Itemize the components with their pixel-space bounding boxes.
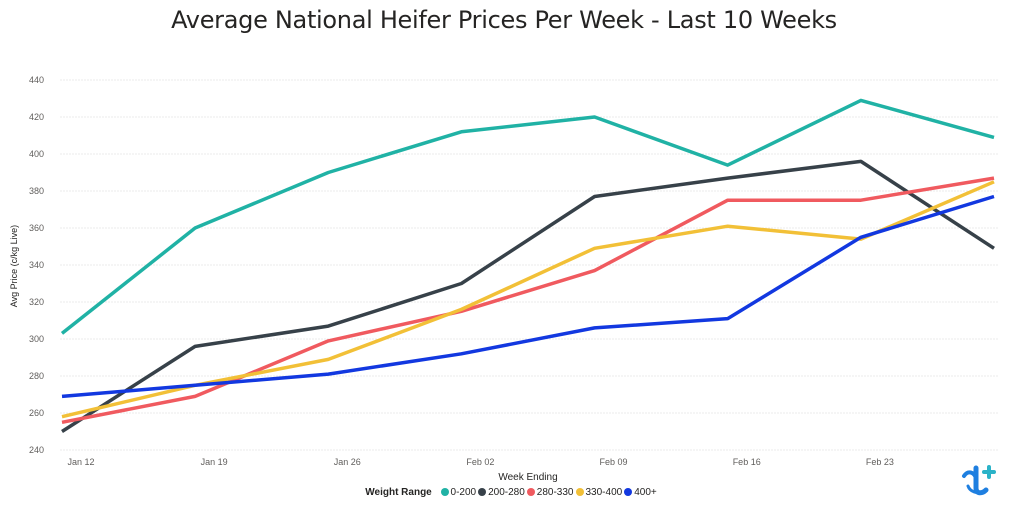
legend-label: 0-200 [450, 487, 477, 498]
y-tick-label: 380 [29, 186, 44, 196]
y-tick-label: 400 [29, 149, 44, 159]
series-line-280-330[interactable] [61, 176, 995, 425]
y-tick-label: 280 [29, 371, 44, 381]
x-axis-ticks: Jan 12 Jan 19 Jan 26 Feb 02 Feb 09 Feb 16 Feb … [67, 457, 893, 467]
y-tick-label: 440 [29, 75, 44, 85]
y-axis-label: Avg Price (c/kg Live) [9, 225, 19, 307]
legend-item-0-200[interactable]: 0-200 [440, 487, 477, 498]
x-tick-label: Jan 26 [334, 457, 361, 467]
y-axis-ticks: 240 260 280 300 320 340 360 380 400 420 440 [29, 75, 44, 455]
y-tick-label: 260 [29, 408, 44, 418]
legend-item-280-330[interactable]: 280-330 [526, 487, 574, 498]
legend-label: 280-330 [536, 487, 574, 498]
legend-items: 0-200 200-280 280-330 330-400 400+ [440, 487, 659, 498]
y-tick-label: 240 [29, 445, 44, 455]
legend-swatch [478, 488, 487, 496]
gridlines [60, 79, 998, 451]
legend: Weight Range 0-200 200-280 280-330 330-400 4… [0, 487, 1024, 498]
y-tick-label: 340 [29, 260, 44, 270]
series-line-400+[interactable] [61, 194, 995, 399]
series-lines [60, 98, 995, 433]
y-tick-label: 360 [29, 223, 44, 233]
logo-icon [962, 465, 996, 496]
legend-swatch [575, 488, 584, 496]
x-tick-label: Jan 19 [201, 457, 228, 467]
legend-item-400+[interactable]: 400+ [624, 487, 657, 498]
series-line-330-400[interactable] [61, 180, 995, 419]
legend-swatch [624, 488, 633, 496]
x-tick-label: Feb 02 [466, 457, 494, 467]
x-tick-label: Jan 12 [67, 457, 94, 467]
x-tick-label: Feb 09 [600, 457, 628, 467]
y-tick-label: 320 [29, 297, 44, 307]
legend-label: 330-400 [585, 487, 623, 498]
x-tick-label: Feb 23 [866, 457, 894, 467]
legend-swatch [526, 488, 535, 496]
chart-title: Average National Heifer Prices Per Week … [171, 6, 837, 34]
series-line-0-200[interactable] [60, 98, 995, 335]
legend-label: 400+ [634, 487, 657, 498]
legend-swatch [440, 488, 449, 496]
y-tick-label: 300 [29, 334, 44, 344]
y-tick-label: 420 [29, 112, 44, 122]
legend-item-330-400[interactable]: 330-400 [575, 487, 623, 498]
legend-item-200-280[interactable]: 200-280 [478, 487, 525, 498]
x-tick-label: Feb 16 [733, 457, 761, 467]
legend-title: Weight Range [365, 487, 432, 498]
legend-label: 200-280 [488, 487, 525, 498]
x-axis-label: Week Ending [498, 472, 557, 483]
series-line-200-280[interactable] [61, 159, 995, 433]
